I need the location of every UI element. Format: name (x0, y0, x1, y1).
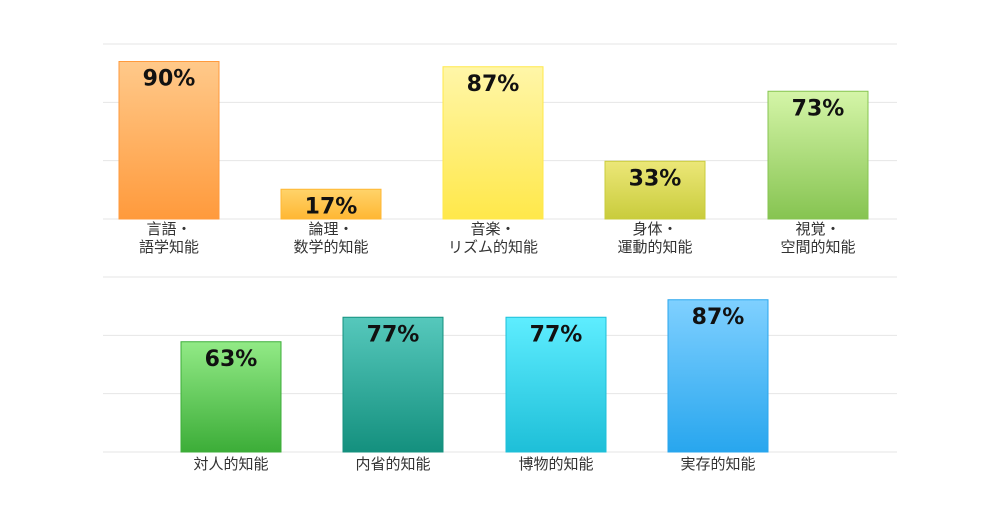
category-label: 論理・ (308, 220, 353, 238)
data-label: 33% (629, 166, 682, 191)
data-label: 77% (530, 322, 583, 347)
category-label: 身体・ (632, 220, 677, 238)
data-label: 73% (792, 96, 845, 121)
category-label: 内省的知能 (355, 455, 430, 473)
category-label: 言語・ (146, 220, 191, 238)
data-label: 87% (692, 305, 745, 330)
category-label: 運動的知能 (617, 238, 692, 256)
bar (767, 90, 869, 220)
data-label: 90% (143, 67, 196, 92)
chart-panel-bottom: 63% 対人的知能 77% 内省的知能 77% 博物的知能 87% 実存的知能 (103, 276, 897, 473)
data-label: 17% (305, 194, 358, 219)
bar (118, 61, 220, 220)
chart-panel-top: 90% 言語・語学知能 17%論理・数学的知能 87% 音楽・リズム的知能 33% 身体・運… (103, 43, 897, 256)
category-label: 視覚・ (795, 220, 840, 238)
data-label: 87% (467, 72, 520, 97)
category-label: 博物的知能 (518, 455, 593, 473)
bar (604, 160, 706, 220)
bar (180, 341, 282, 453)
bar (342, 316, 444, 453)
bar (442, 66, 544, 220)
category-label: 実存的知能 (680, 455, 755, 473)
bar (280, 188, 382, 220)
category-label: 音楽・ (470, 220, 515, 238)
bar (667, 299, 769, 453)
data-label: 77% (367, 322, 420, 347)
category-label: 対人的知能 (193, 455, 268, 473)
category-label: 語学知能 (139, 238, 199, 256)
category-label: 数学的知能 (293, 238, 368, 256)
category-label: 空間的知能 (780, 238, 855, 256)
bar (505, 316, 607, 453)
data-label: 63% (205, 347, 258, 372)
category-label: リズム的知能 (448, 238, 538, 256)
